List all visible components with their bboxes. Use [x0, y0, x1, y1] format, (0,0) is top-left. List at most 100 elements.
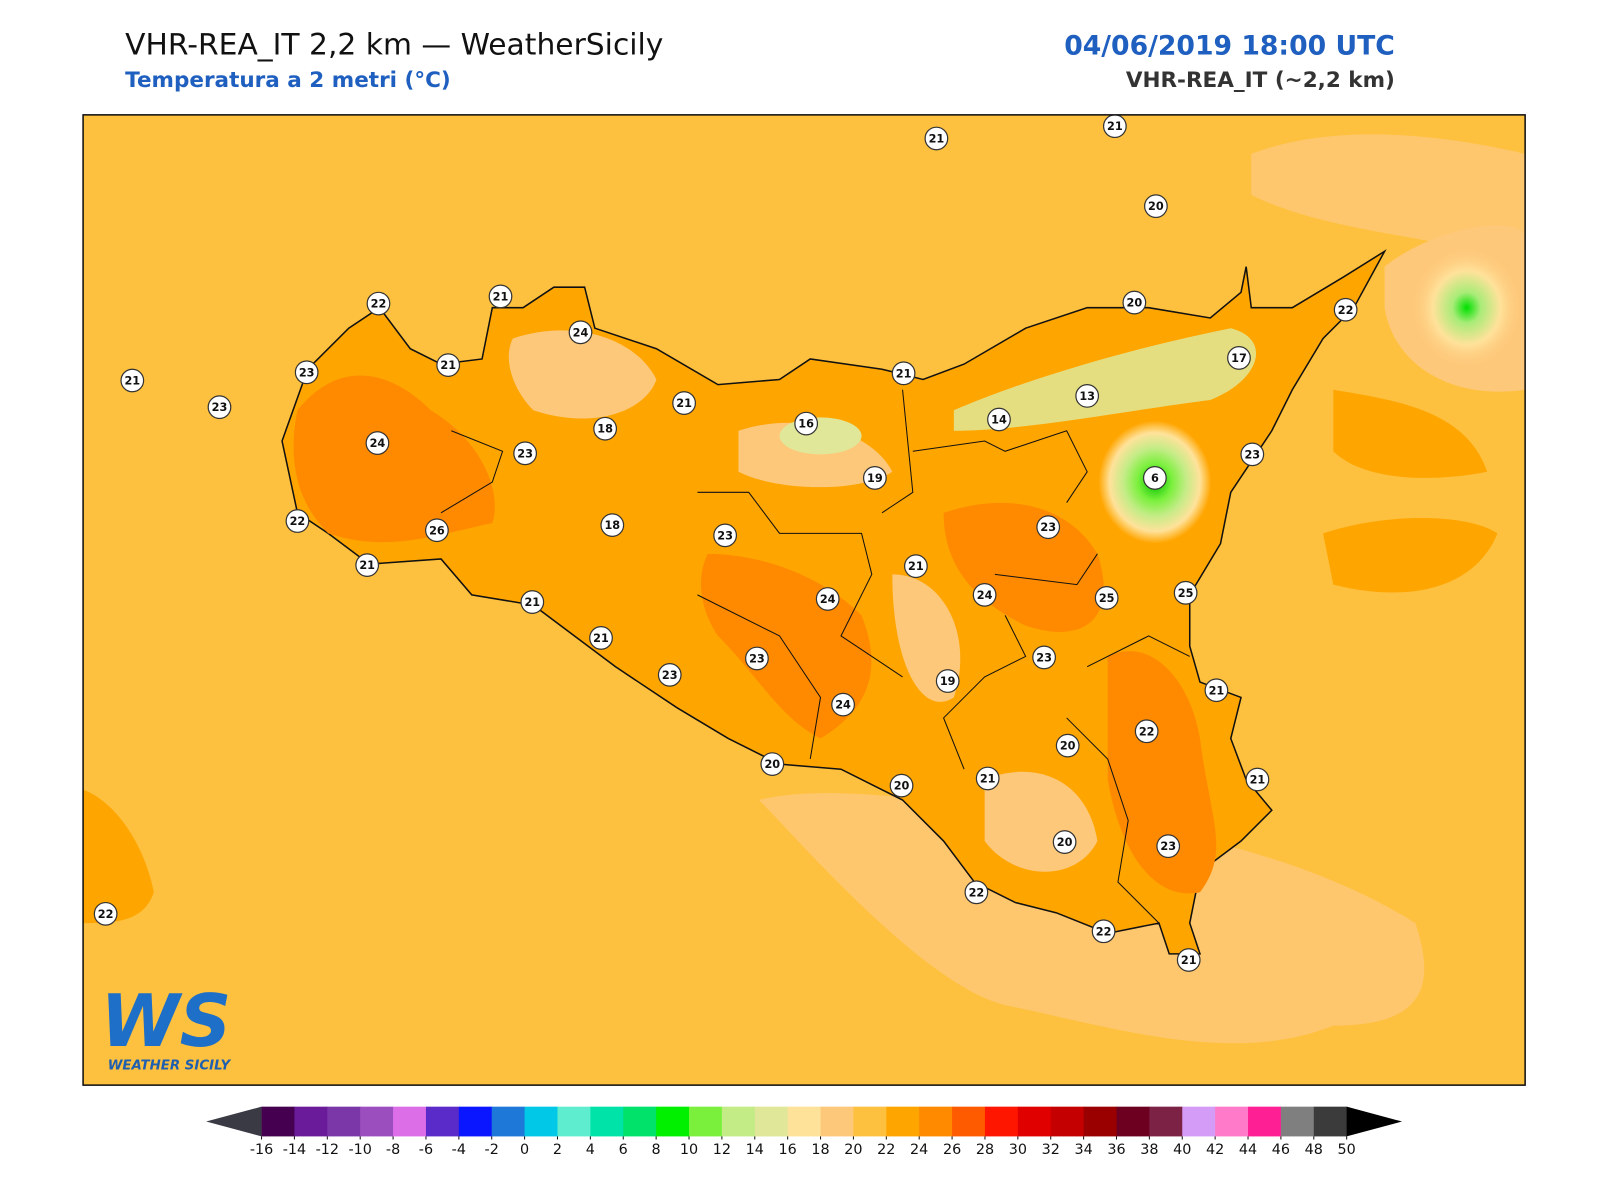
station-value: 24 [835, 699, 851, 712]
station-value: 21 [980, 772, 996, 785]
colorbar-box [820, 1106, 854, 1137]
colorbar-tick-label: -6 [419, 1142, 433, 1158]
colorbar-tick-label: -4 [452, 1142, 466, 1158]
colorbar-box [524, 1106, 558, 1137]
station-marker [593, 416, 618, 441]
station-value: 25 [1178, 587, 1194, 600]
colorbar-tick-label: 34 [1074, 1142, 1092, 1158]
colorbar-tick-label: 6 [619, 1142, 628, 1158]
station-value: 23 [1244, 448, 1260, 461]
colorbar-box [294, 1106, 328, 1137]
station-value: 18 [604, 519, 620, 532]
station-marker [657, 662, 682, 687]
colorbar-tick-label: 40 [1173, 1142, 1191, 1158]
station-marker [1245, 767, 1270, 792]
station-value: 21 [124, 375, 140, 388]
station-value: 23 [1040, 521, 1056, 534]
station-value: 23 [662, 669, 678, 682]
station-marker [1052, 830, 1077, 854]
station-value: 21 [359, 559, 375, 572]
colorbar-box [1215, 1106, 1249, 1137]
sea-warm-zone [1333, 389, 1488, 478]
warm-zone [293, 375, 495, 543]
colorbar-tick-label: 12 [713, 1142, 731, 1158]
station-value: 23 [517, 447, 533, 460]
station-marker [672, 391, 696, 415]
colorbar-tick-label: 26 [943, 1142, 961, 1158]
colorbar-box [1017, 1106, 1052, 1137]
colorbar-tick-label: -10 [348, 1142, 371, 1158]
logo-mark: WS [101, 979, 232, 1063]
colorbar-tick-label: 28 [976, 1142, 994, 1158]
station-marker [285, 509, 310, 533]
colorbar-tick-label: 42 [1206, 1142, 1224, 1158]
station-marker [1227, 346, 1251, 370]
station-marker [513, 441, 538, 466]
station-marker [975, 766, 1000, 791]
colorbar-box [623, 1106, 657, 1137]
station-value: 23 [717, 529, 733, 542]
station-marker [1102, 114, 1127, 139]
station-marker [1173, 580, 1198, 605]
colorbar-box [1149, 1106, 1183, 1137]
station-value: 21 [593, 632, 609, 645]
colorbar-tick-label: 32 [1042, 1142, 1060, 1158]
station-value: 21 [440, 359, 456, 372]
colorbar-box [952, 1106, 986, 1137]
map-frame [82, 114, 1526, 1086]
station-marker [366, 291, 391, 316]
colorbar-tick-label: 14 [746, 1142, 764, 1158]
station-marker [1333, 297, 1358, 322]
station-value: 20 [894, 780, 910, 793]
station-marker [1075, 383, 1100, 408]
station-value: 21 [1181, 954, 1197, 967]
colorbar-box [458, 1106, 493, 1137]
model: VHR-REA_IT (~2,2 km) [1126, 68, 1395, 93]
colorbar-tick-label: 36 [1107, 1142, 1125, 1158]
station-value: 13 [1079, 390, 1095, 403]
station-value: 20 [1148, 200, 1164, 213]
station-marker [935, 669, 960, 693]
station-value: 21 [929, 132, 945, 145]
station-value: 25 [1099, 592, 1115, 605]
station-value: 20 [1127, 297, 1143, 310]
station-value: 22 [290, 515, 306, 528]
colorbar-tick-label: 44 [1239, 1142, 1257, 1158]
colorbar-box [721, 1106, 756, 1137]
station-value: 22 [1096, 925, 1112, 938]
colorbar-box [853, 1106, 887, 1137]
colorbar-box [754, 1106, 789, 1137]
colorbar-box [1313, 1106, 1348, 1137]
station-value: 18 [597, 423, 613, 436]
colorbar-box [491, 1106, 526, 1137]
station-value: 20 [1057, 836, 1073, 849]
colorbar-box [425, 1106, 460, 1137]
station-value: 21 [896, 367, 912, 380]
colorbar-box [984, 1106, 1019, 1137]
station-marker [355, 553, 380, 578]
station-marker [520, 590, 545, 614]
colorbar-tick-label: 22 [877, 1142, 895, 1158]
station-marker [120, 368, 145, 393]
colorbar-box [360, 1106, 394, 1137]
station-value: 23 [749, 652, 765, 665]
station-marker [568, 320, 593, 345]
station-marker [1055, 733, 1080, 758]
station-marker [1240, 442, 1265, 467]
station-marker [987, 407, 1011, 432]
station-value: 23 [299, 366, 315, 379]
station-marker [1204, 678, 1229, 703]
station-marker [1094, 586, 1119, 610]
stations: 21 21 20 22 21 24 20 22 21 23 21 23 21 17 21 13 16 14 18 24… [93, 114, 1358, 972]
station-marker [1091, 919, 1116, 944]
logo-name: WEATHER SICILY [108, 1059, 232, 1074]
colorbar-tick-label: -8 [386, 1142, 400, 1158]
colorbar-tick-label: -12 [316, 1142, 339, 1158]
station-marker [294, 360, 319, 385]
colorbar-box [1248, 1106, 1282, 1137]
station-marker [425, 518, 449, 543]
station-value: 17 [1231, 352, 1247, 365]
colorbar-box [393, 1106, 427, 1137]
station-marker [589, 626, 613, 650]
colorbar-box [1083, 1106, 1118, 1137]
